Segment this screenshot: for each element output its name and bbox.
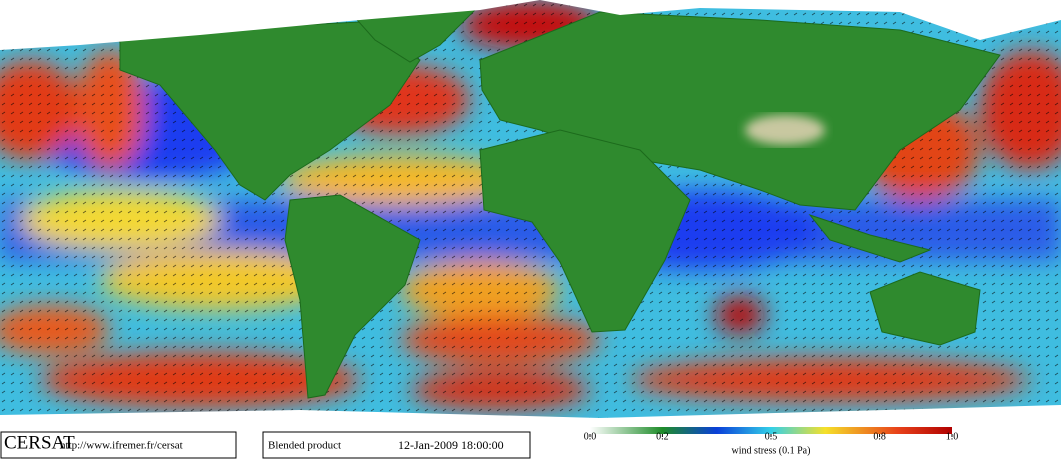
plateau	[745, 115, 825, 145]
footer: CERSAT http://www.ifremer.fr/cersat Blen…	[0, 427, 1061, 462]
ice	[0, 0, 1061, 430]
colorbar-tick-label: 0.2	[656, 431, 669, 442]
colorbar-tick-label: 0.0	[584, 431, 597, 442]
url: http://www.ifremer.fr/cersat	[60, 440, 183, 452]
colorbar-tick-label: 0.8	[873, 431, 886, 442]
colorbar	[590, 427, 952, 434]
datetime: 12-Jan-2009 18:00:00	[398, 438, 504, 452]
product: Blended product	[268, 440, 341, 452]
product-box	[262, 431, 531, 459]
colorbar-tick-label: 0.5	[765, 431, 778, 442]
map	[0, 0, 1061, 430]
logo: CERSAT	[4, 432, 75, 453]
colorbar-tick-label: 1.0	[946, 431, 959, 442]
colorbar-label: wind stress (0.1 Pa)	[732, 445, 811, 456]
continents	[119, 4, 1001, 399]
info-box	[0, 431, 237, 459]
